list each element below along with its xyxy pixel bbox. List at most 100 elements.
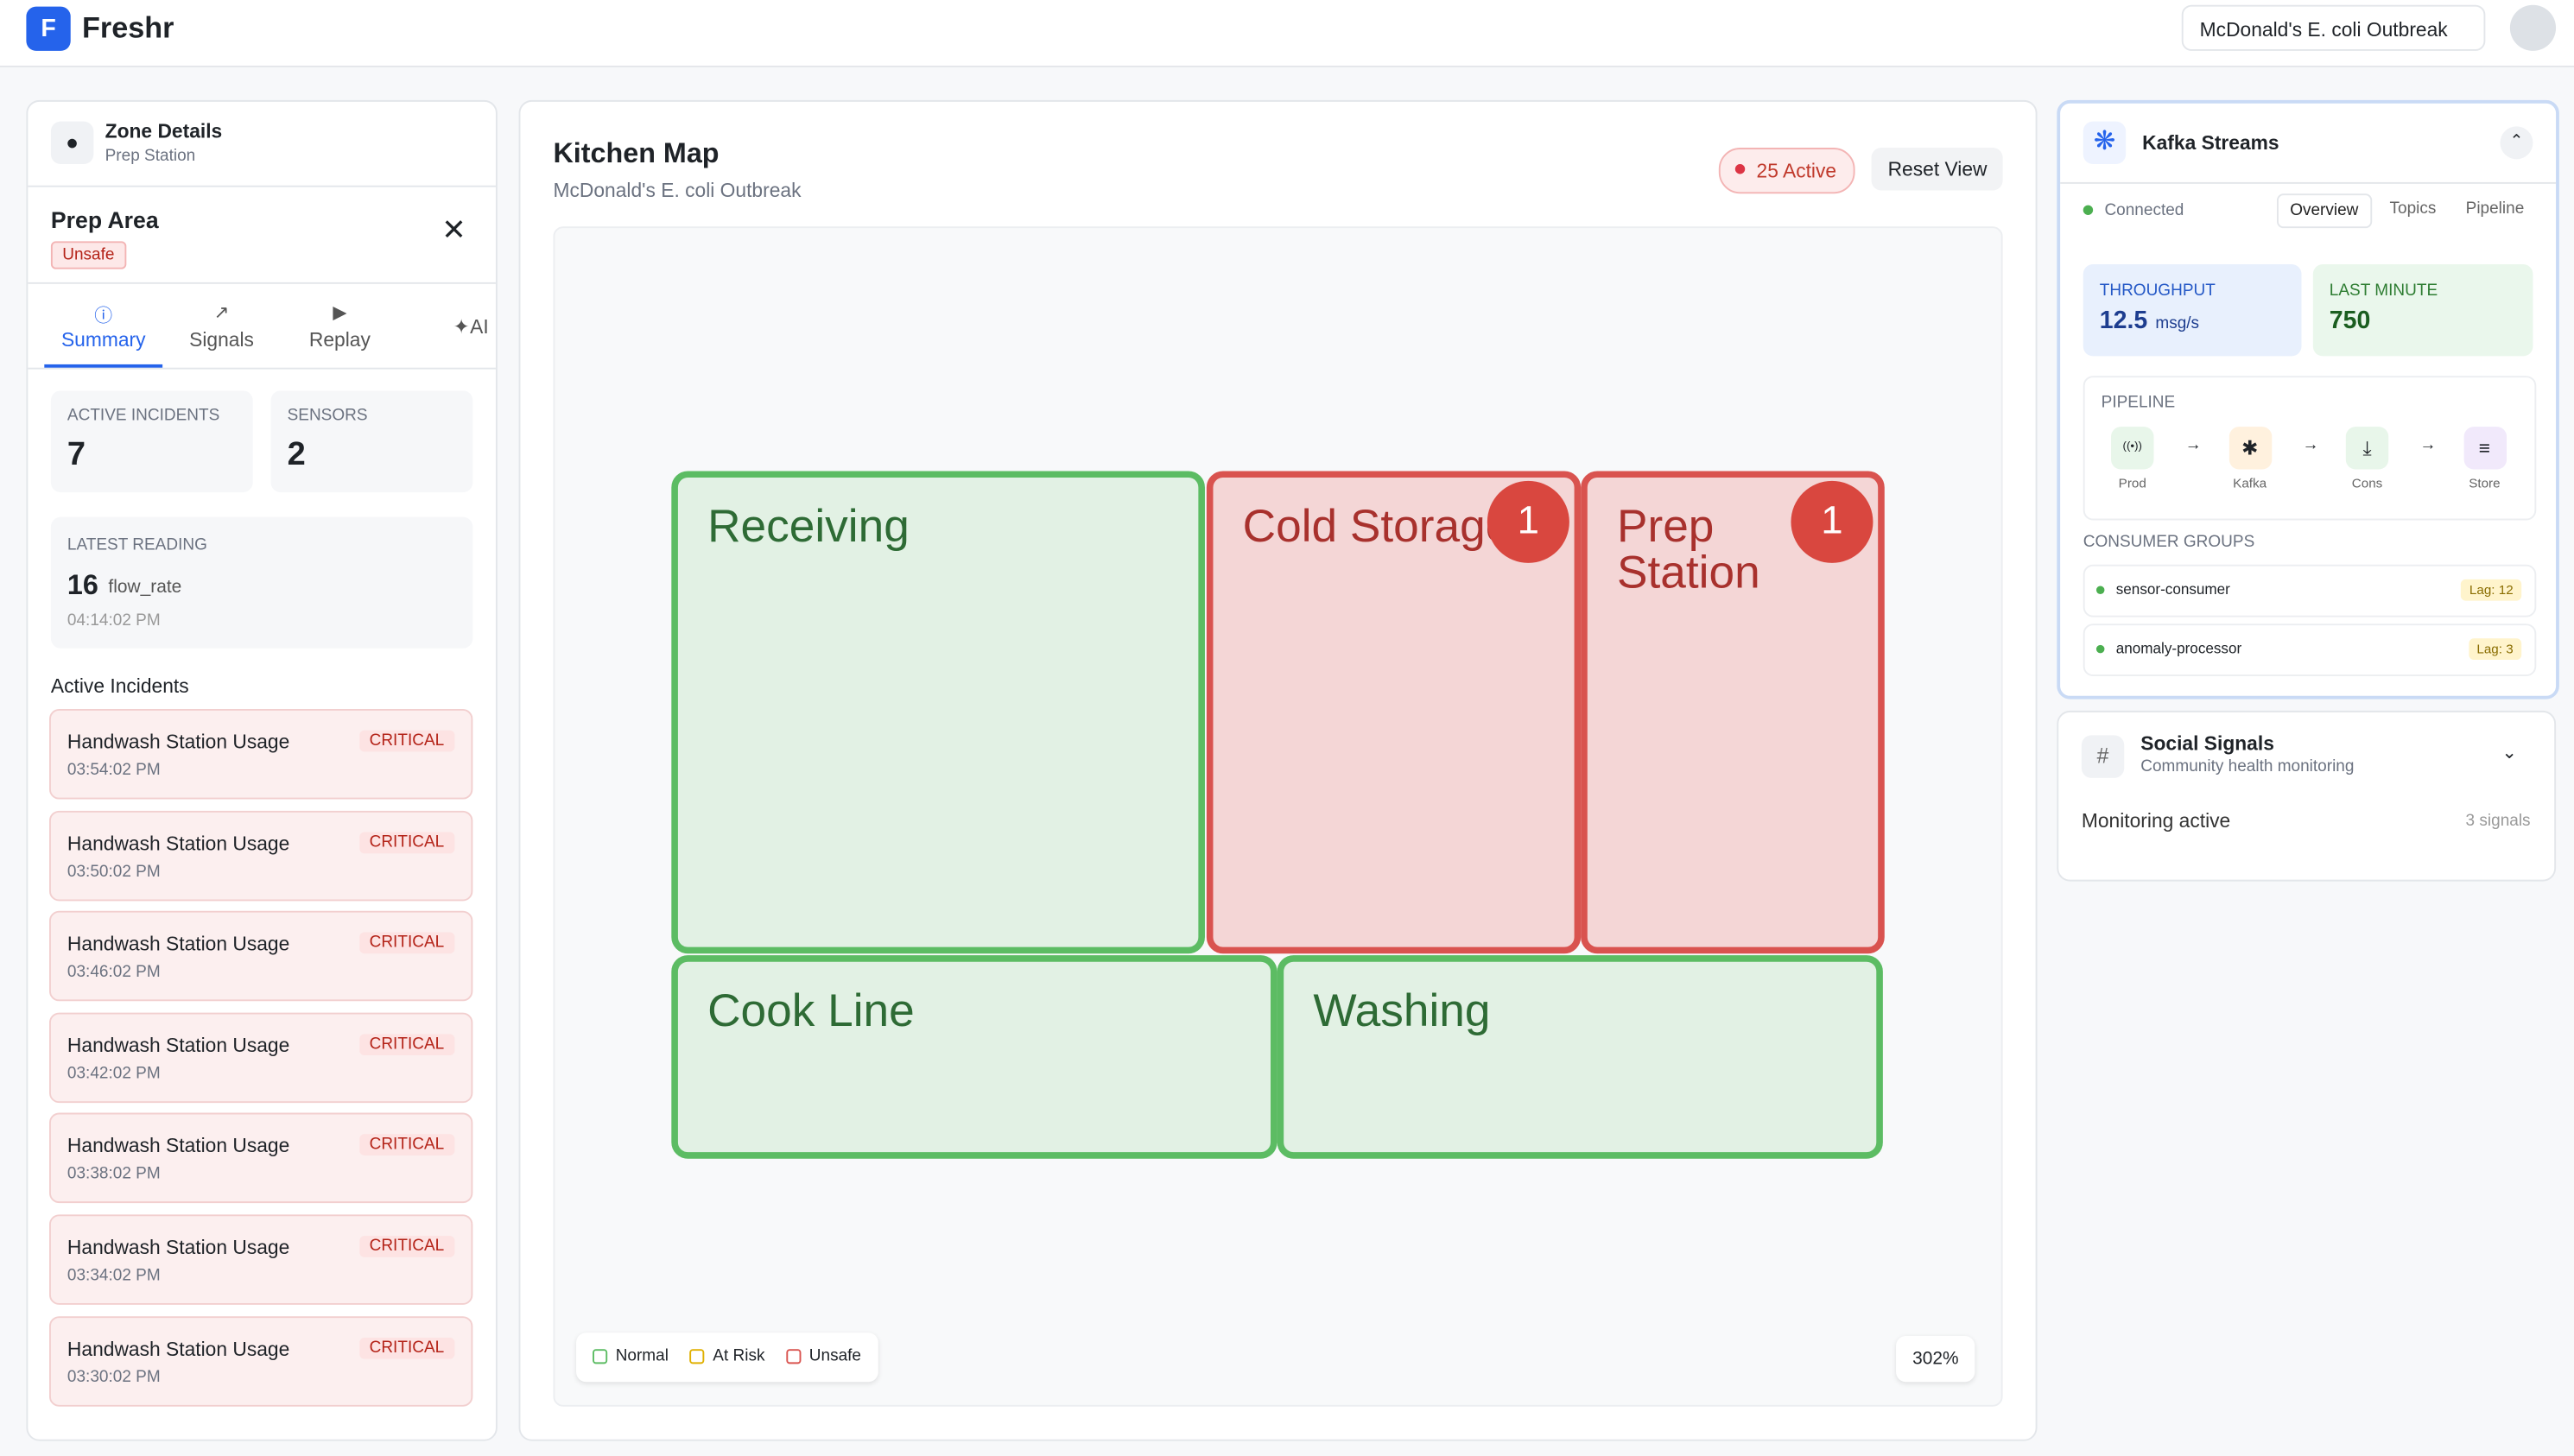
incident-time: 03:30:02 PM bbox=[67, 1368, 161, 1387]
group-lag: Lag: 3 bbox=[2468, 638, 2522, 661]
incident-title: Handwash Station Usage bbox=[67, 831, 290, 855]
label: LAST MINUTE bbox=[2329, 282, 2438, 301]
severity: CRITICAL bbox=[359, 1236, 454, 1257]
map-title: Kitchen Map bbox=[553, 137, 720, 169]
step-arrow: → bbox=[2302, 436, 2319, 455]
kafka-icon: ❋ bbox=[2083, 121, 2127, 165]
step-icon: ((•)) bbox=[2111, 427, 2154, 470]
hash-icon: # bbox=[2081, 735, 2125, 778]
tabs: ⓘ Summary ↗ Signals ▶ Replay ✦ AI bbox=[28, 299, 496, 370]
step-icon: ⤓ bbox=[2345, 427, 2389, 470]
tab[interactable]: ▶ Replay bbox=[281, 299, 399, 368]
incident-title: Handwash Station Usage bbox=[67, 730, 290, 754]
swatch bbox=[593, 1348, 608, 1364]
legend: Normal At Risk Unsafe bbox=[576, 1333, 878, 1383]
tab-label: ✦ bbox=[453, 314, 470, 339]
group-name: sensor-consumer bbox=[2115, 580, 2230, 598]
kafka-title: Kafka Streams bbox=[2142, 131, 2279, 155]
incident[interactable]: Handwash Station Usage CRITICAL 03:42:02 P… bbox=[49, 1012, 473, 1103]
value: 750 bbox=[2329, 307, 2371, 335]
legend-label: Normal bbox=[615, 1347, 669, 1366]
step-arrow: → bbox=[2419, 436, 2437, 455]
step-icon: ✱ bbox=[2228, 427, 2272, 470]
unit: msg/s bbox=[2155, 314, 2200, 333]
step-label: Cons bbox=[2351, 476, 2383, 491]
incident-title: Handwash Station Usage bbox=[67, 932, 290, 956]
zone-label: Cold Storage bbox=[1242, 500, 1512, 552]
severity: CRITICAL bbox=[359, 730, 454, 752]
stat-value: 7 bbox=[67, 436, 86, 473]
severity: CRITICAL bbox=[359, 831, 454, 853]
tab-icon: ▶ bbox=[333, 303, 347, 324]
zone[interactable]: Washing bbox=[1277, 955, 1883, 1159]
signal-count: 3 signals bbox=[2465, 812, 2531, 831]
zone[interactable]: Cook Line bbox=[671, 955, 1277, 1159]
label: LATEST READING bbox=[67, 536, 207, 555]
severity: CRITICAL bbox=[359, 1337, 454, 1358]
zone-label: Prep Station bbox=[1616, 500, 1760, 598]
zone-label: Receiving bbox=[707, 500, 910, 552]
severity: CRITICAL bbox=[359, 932, 454, 954]
incident-time: 03:50:02 PM bbox=[67, 862, 161, 881]
latest-reading: LATEST READING 16 flow_rate 04:14:02 PM bbox=[50, 516, 473, 649]
reset-button[interactable]: Reset View bbox=[1871, 148, 2004, 191]
incident-title: Handwash Station Usage bbox=[67, 1033, 290, 1057]
legend-item: Normal bbox=[593, 1333, 669, 1382]
unit: flow_rate bbox=[108, 577, 182, 598]
incident-time: 03:38:02 PM bbox=[67, 1166, 161, 1185]
social-panel: # Social Signals Community health monito… bbox=[2057, 710, 2557, 882]
incident-selector[interactable]: McDonald's E. coli Outbreak bbox=[2181, 4, 2486, 51]
kafka-tabs: Overview Topics Pipeline bbox=[2276, 193, 2536, 229]
group-name: anomaly-processor bbox=[2115, 640, 2242, 657]
step-label: Prod bbox=[2118, 476, 2146, 491]
connection-status: Connected bbox=[2104, 201, 2184, 220]
pipeline: PIPELINE ((•)) Prod → ✱ Kafka → ⤓ Cons → ≡ Store bbox=[2083, 376, 2537, 521]
consumer-group: sensor-consumer Lag: 12 bbox=[2083, 564, 2537, 617]
throughput: THROUGHPUT 12.5 msg/s bbox=[2083, 263, 2302, 357]
incident-time: 03:34:02 PM bbox=[67, 1267, 161, 1286]
time: 04:14:02 PM bbox=[67, 611, 161, 630]
swatch bbox=[786, 1348, 802, 1364]
zone-count: 1 bbox=[1791, 480, 1873, 563]
brand: Freshr bbox=[82, 11, 174, 45]
stat-card: ACTIVE INCIDENTS 7 bbox=[50, 390, 253, 493]
zone-label: Washing bbox=[1313, 984, 1491, 1036]
zoom-level: 302% bbox=[1896, 1336, 1975, 1383]
legend-item: At Risk bbox=[689, 1333, 765, 1382]
label: PIPELINE bbox=[2101, 394, 2176, 413]
value: 12.5 bbox=[2099, 307, 2148, 335]
tab-label: Replay bbox=[308, 328, 371, 351]
pin-icon: ● bbox=[50, 121, 94, 165]
incident-title: Handwash Station Usage bbox=[67, 1236, 290, 1259]
stat-card: SENSORS 2 bbox=[270, 390, 473, 493]
incident-time: 03:46:02 PM bbox=[67, 963, 161, 982]
tab[interactable]: ⓘ Summary bbox=[44, 299, 163, 368]
close-button[interactable]: ✕ bbox=[441, 213, 466, 247]
incident[interactable]: Handwash Station Usage CRITICAL 03:34:02 P… bbox=[49, 1214, 473, 1305]
incident-time: 03:42:02 PM bbox=[67, 1065, 161, 1083]
legend-label: At Risk bbox=[713, 1347, 765, 1366]
legend-label: Unsafe bbox=[808, 1347, 861, 1366]
severity: CRITICAL bbox=[359, 1134, 454, 1156]
incident[interactable]: Handwash Station Usage CRITICAL 03:46:02 P… bbox=[49, 911, 473, 1002]
tab[interactable]: ↗ Signals bbox=[162, 299, 281, 368]
tab-label: AI bbox=[470, 314, 489, 339]
value: 16 bbox=[67, 569, 98, 601]
collapse-button[interactable]: ⌃ bbox=[2500, 126, 2533, 160]
incident[interactable]: Handwash Station Usage CRITICAL 03:50:02 P… bbox=[49, 810, 473, 901]
kafka-tab[interactable]: Pipeline bbox=[2465, 199, 2525, 218]
social-status: Monitoring active bbox=[2081, 808, 2231, 832]
incident[interactable]: Handwash Station Usage CRITICAL 03:30:02 P… bbox=[49, 1315, 473, 1406]
stat-value: 2 bbox=[287, 436, 306, 473]
tab-label: Signals bbox=[189, 328, 254, 351]
tab[interactable]: ✦ AI bbox=[399, 299, 517, 368]
incident-time: 03:54:02 PM bbox=[67, 761, 161, 780]
social-subtitle: Community health monitoring bbox=[2140, 758, 2355, 776]
incident[interactable]: Handwash Station Usage CRITICAL 03:54:02 P… bbox=[49, 709, 473, 800]
incident[interactable]: Handwash Station Usage CRITICAL 03:38:02 P… bbox=[49, 1113, 473, 1204]
kafka-tab[interactable]: Topics bbox=[2389, 199, 2437, 218]
kafka-tab[interactable]: Overview bbox=[2276, 193, 2372, 229]
expand-button[interactable]: ⌄ bbox=[2501, 743, 2517, 763]
zone[interactable]: Receiving bbox=[671, 471, 1205, 954]
avatar[interactable] bbox=[2509, 4, 2557, 51]
